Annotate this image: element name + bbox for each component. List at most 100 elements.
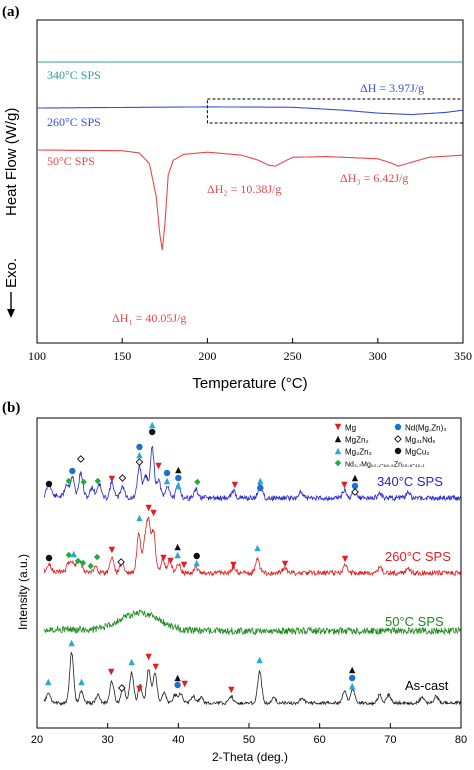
phase-marker-ndmgzn (93, 553, 101, 561)
phase-marker-ndmgzn (194, 478, 201, 486)
legend-label-2: MgZn₂ (345, 436, 369, 445)
phase-marker-nd (163, 469, 171, 477)
legend-marker-2 (334, 435, 342, 443)
annotation-dh3: ΔH₃ = 6.42J/g (340, 171, 408, 185)
phase-marker-mg2zn3 (128, 658, 135, 666)
a-xtick-label-100: 100 (28, 349, 46, 363)
phase-marker-mg (145, 653, 152, 661)
legend-marker-6 (334, 459, 342, 467)
phase-marker-mgzn2 (174, 543, 181, 551)
phase-marker-mgzn2 (351, 474, 359, 482)
xrd-label-340: 340°C SPS (377, 474, 443, 489)
xrd-pattern-260 (43, 516, 462, 577)
legend-label-6: Nd₃.₇Mg₅₂.₂-₆₆.₅Zn₂₅.₈-₄₀.₁ (345, 462, 425, 469)
phase-marker-nd (69, 467, 76, 475)
b-xtick-label-80: 80 (455, 734, 467, 746)
phase-marker-nd (136, 443, 143, 451)
phase-marker-ndmgzn (79, 559, 87, 567)
xrd-pattern-ascast (43, 651, 462, 707)
phase-marker-nd (174, 681, 181, 689)
panel-a-frame (36, 19, 464, 344)
phase-marker-mgcu (45, 480, 53, 488)
phase-marker-mg2zn3 (256, 656, 263, 664)
panel-b-ylabel: Intensity (a.u.) (16, 554, 30, 630)
phase-marker-mg41 (351, 488, 359, 496)
phase-marker-mg (341, 555, 349, 563)
phase-marker-mg (155, 462, 162, 470)
phase-marker-mg (108, 668, 115, 676)
phase-marker-ndmgzn (65, 551, 72, 559)
phase-marker-ndmgzn (94, 477, 101, 485)
dsc-curve-2 (37, 149, 464, 251)
phase-marker-mg41 (135, 458, 144, 466)
panel-a-ylabel: Heat Flow (W/g) (3, 108, 20, 216)
dashed-highlight-box (206, 98, 464, 124)
a-xtick-label-150: 150 (113, 349, 131, 363)
xrd-pattern-50 (43, 608, 462, 636)
phase-marker-mgzn2 (348, 666, 356, 674)
panel-b-label: (b) (2, 400, 20, 416)
phase-marker-nd (348, 674, 356, 682)
legend-marker-4 (334, 447, 342, 455)
phase-marker-mgcu (148, 428, 156, 436)
phase-marker-mg (281, 560, 289, 568)
series-label-50: 50°C SPS (47, 154, 95, 168)
phase-marker-ndmgzn (87, 562, 94, 570)
phase-marker-mg2zn3 (348, 682, 356, 690)
b-xtick-label-40: 40 (172, 734, 184, 746)
phase-marker-mg2zn3 (45, 678, 52, 686)
panel-a-label: (a) (2, 4, 20, 20)
phase-marker-mg (180, 561, 188, 569)
phase-marker-mg (150, 509, 157, 517)
phase-marker-mg2zn3 (163, 477, 171, 485)
phase-marker-ndmgzn (74, 557, 82, 565)
phase-marker-ndmgzn (80, 478, 87, 486)
legend-marker-5 (394, 447, 402, 455)
phase-marker-mg2zn3 (175, 482, 182, 490)
legend-label-4: Mg₂Zn₃ (345, 448, 372, 457)
a-xtick-label-200: 200 (198, 349, 216, 363)
phase-marker-mg2zn3 (174, 551, 181, 559)
phase-marker-mg (181, 680, 188, 688)
dsc-curve-1 (37, 106, 464, 116)
exo-arrow (7, 292, 15, 318)
phase-marker-mgzn2 (174, 674, 181, 682)
phase-marker-mg2zn3 (257, 477, 264, 485)
phase-marker-mg2zn3 (68, 639, 75, 647)
phase-marker-mg (160, 554, 167, 562)
phase-marker-mg (145, 504, 152, 512)
phase-marker-mg2zn3 (136, 514, 143, 522)
legend-marker-1 (394, 423, 402, 431)
b-xtick-label-60: 60 (314, 734, 326, 746)
annotation-dh2: ΔH₂ = 10.38J/g (207, 182, 281, 196)
phase-marker-nd (351, 482, 359, 490)
legend-label-5: MgCu₂ (405, 448, 429, 457)
phase-marker-mg41 (117, 558, 125, 566)
phase-marker-mg (136, 685, 143, 693)
b-xtick-label-50: 50 (243, 734, 255, 746)
xrd-label-50: 50°C SPS (385, 614, 444, 629)
phase-marker-ndmgzn (65, 477, 72, 485)
series-label-260: 260°C SPS (47, 115, 101, 129)
phase-marker-mg (231, 481, 239, 489)
xrd-pattern-340 (43, 445, 462, 502)
panel-b-xlabel: 2-Theta (deg.) (212, 750, 288, 764)
phase-marker-mg2zn3 (193, 559, 200, 567)
phase-marker-mg2zn3 (254, 544, 261, 552)
legend-label-1: Nd(Mg,Zn)₃ (405, 424, 446, 433)
phase-marker-mgzn2 (175, 466, 182, 474)
a-xtick-label-300: 300 (369, 349, 387, 363)
legend-label-0: Mg (345, 424, 356, 433)
annotation-dh1: ΔH₁ = 40.05J/g (112, 311, 186, 325)
phase-marker-mg2zn3 (78, 678, 85, 686)
phase-marker-mg (108, 546, 116, 554)
phase-marker-mg2zn3 (136, 451, 143, 459)
b-xtick-label-20: 20 (31, 734, 43, 746)
phase-marker-mg41 (76, 455, 85, 463)
phase-marker-nd (257, 484, 264, 492)
a-xtick-label-250: 250 (284, 349, 302, 363)
phase-marker-mg (341, 481, 348, 489)
phase-marker-mg (228, 686, 235, 694)
b-xtick-label-30: 30 (102, 734, 114, 746)
